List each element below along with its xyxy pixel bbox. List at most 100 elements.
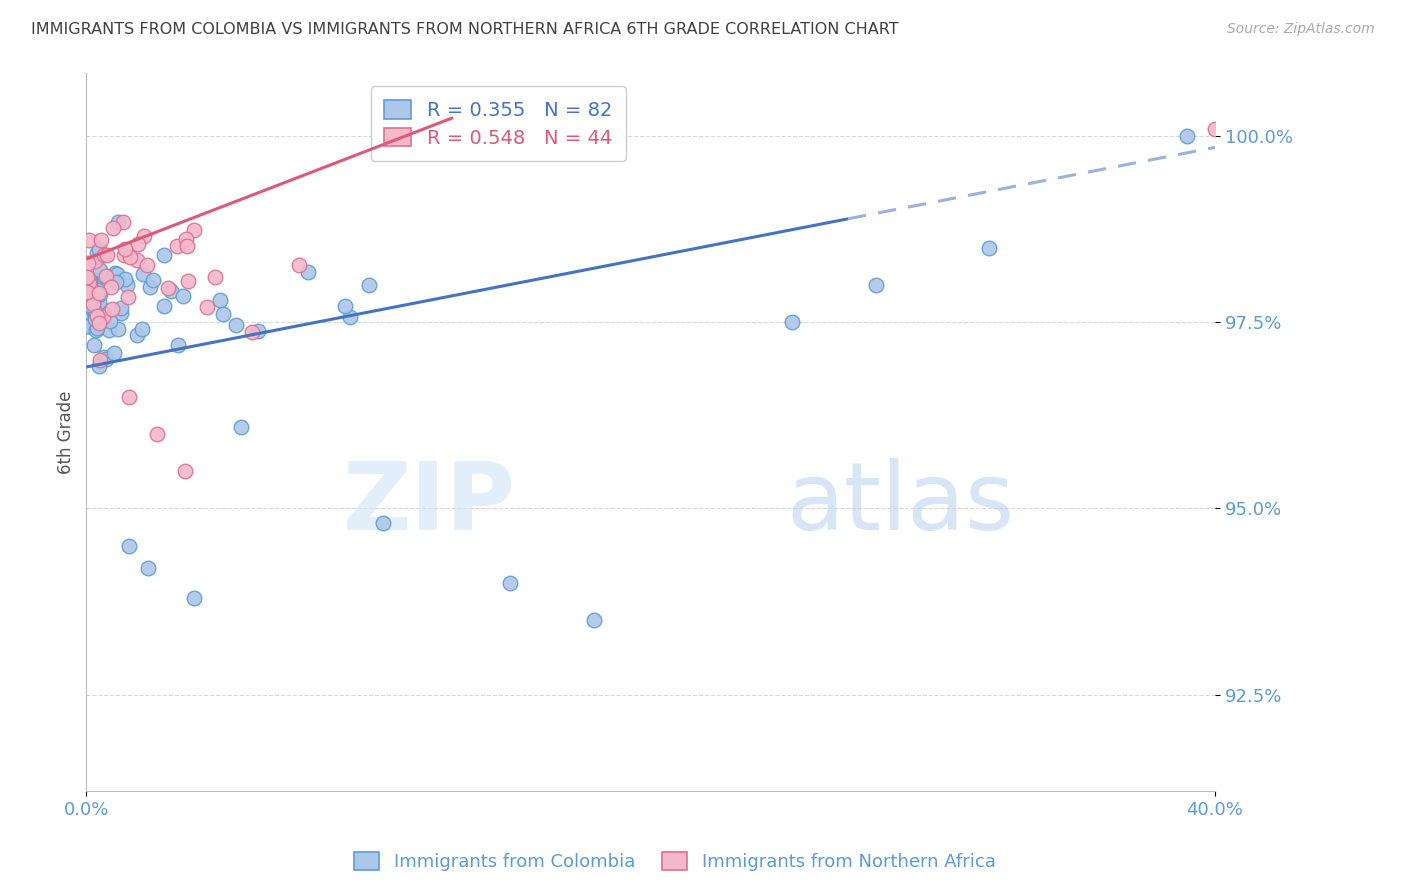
Point	[114, 272, 136, 286]
Y-axis label: 6th Grade: 6th Grade	[58, 391, 75, 474]
Point	[89, 352, 111, 367]
Point	[110, 301, 132, 315]
Point	[125, 253, 148, 268]
Point	[93, 351, 115, 365]
Point	[204, 269, 226, 284]
Point	[83, 297, 105, 311]
Point	[138, 280, 160, 294]
Point	[76, 270, 98, 285]
Point	[89, 359, 111, 373]
Point	[77, 234, 100, 248]
Point	[103, 346, 125, 360]
Point	[101, 220, 124, 235]
Point	[94, 268, 117, 283]
Point	[297, 265, 319, 279]
Point	[142, 273, 165, 287]
Point	[104, 266, 127, 280]
Point	[112, 214, 135, 228]
Point	[1175, 129, 1198, 144]
Point	[138, 561, 160, 575]
Point	[96, 352, 118, 367]
Point	[979, 241, 1001, 255]
Text: Source: ZipAtlas.com: Source: ZipAtlas.com	[1227, 22, 1375, 37]
Point	[76, 310, 98, 325]
Point	[153, 299, 176, 313]
Point	[195, 300, 218, 314]
Point	[79, 287, 101, 301]
Point	[865, 278, 887, 293]
Point	[114, 242, 136, 256]
Point	[105, 268, 128, 282]
Point	[89, 287, 111, 301]
Point	[83, 312, 105, 326]
Point	[117, 539, 139, 553]
Point	[83, 253, 105, 268]
Point	[177, 274, 200, 288]
Point	[117, 390, 139, 404]
Point	[76, 269, 98, 284]
Legend: R = 0.355   N = 82, R = 0.548   N = 44: R = 0.355 N = 82, R = 0.548 N = 44	[371, 87, 626, 161]
Point	[98, 323, 121, 337]
Point	[96, 248, 118, 262]
Point	[100, 280, 122, 294]
Point	[107, 215, 129, 229]
Point	[183, 591, 205, 605]
Point	[93, 306, 115, 320]
Point	[87, 286, 110, 301]
Point	[333, 298, 356, 312]
Point	[247, 324, 270, 338]
Point	[77, 273, 100, 287]
Point	[83, 291, 105, 305]
Point	[231, 419, 253, 434]
Point	[498, 575, 520, 590]
Point	[76, 256, 98, 270]
Point	[135, 258, 157, 272]
Point	[167, 338, 190, 352]
Point	[82, 296, 104, 310]
Point	[83, 305, 105, 319]
Point	[86, 321, 108, 335]
Point	[87, 283, 110, 297]
Point	[87, 242, 110, 256]
Point	[583, 613, 606, 627]
Point	[82, 302, 104, 317]
Point	[166, 239, 188, 253]
Point	[127, 236, 149, 251]
Point	[1204, 121, 1226, 136]
Point	[118, 250, 141, 264]
Point	[76, 295, 98, 310]
Point	[89, 263, 111, 277]
Point	[132, 268, 155, 282]
Point	[90, 233, 112, 247]
Point	[79, 279, 101, 293]
Point	[89, 302, 111, 317]
Point	[93, 269, 115, 284]
Point	[225, 318, 247, 333]
Point	[104, 275, 127, 289]
Point	[86, 246, 108, 260]
Point	[79, 293, 101, 308]
Point	[87, 295, 110, 310]
Point	[172, 289, 194, 303]
Point	[183, 222, 205, 236]
Point	[89, 286, 111, 301]
Point	[89, 316, 111, 330]
Point	[76, 319, 98, 334]
Point	[131, 321, 153, 335]
Point	[127, 328, 149, 343]
Point	[82, 296, 104, 310]
Point	[157, 281, 180, 295]
Point	[212, 308, 235, 322]
Point	[79, 273, 101, 287]
Point	[174, 464, 197, 478]
Point	[76, 298, 98, 312]
Point	[208, 293, 231, 308]
Point	[84, 323, 107, 337]
Point	[93, 248, 115, 262]
Point	[86, 309, 108, 323]
Point	[117, 290, 139, 304]
Point	[160, 284, 183, 298]
Point	[115, 278, 138, 293]
Point	[107, 322, 129, 336]
Point	[357, 277, 380, 292]
